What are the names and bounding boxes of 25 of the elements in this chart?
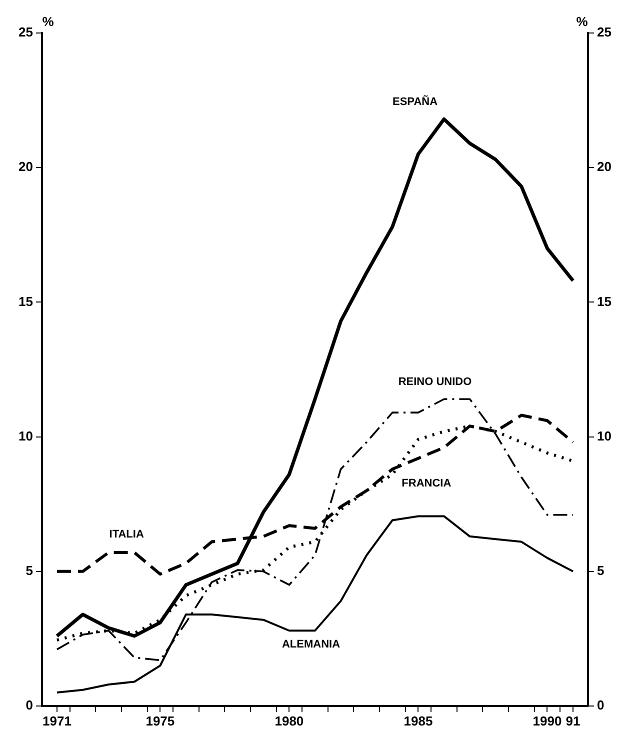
x-tick-label: 91 bbox=[566, 713, 580, 728]
y2-tick-label: 5 bbox=[597, 562, 604, 578]
series-label: ESPAÑA bbox=[392, 95, 438, 108]
y2-tick-label: 0 bbox=[597, 698, 604, 713]
series-label: FRANCIA bbox=[402, 478, 452, 490]
y-tick-label: 20 bbox=[18, 159, 33, 174]
series-label: ITALIA bbox=[109, 528, 144, 541]
y2-tick-label: 10 bbox=[597, 428, 612, 444]
x-tick-label: 1971 bbox=[42, 713, 72, 728]
y2-tick-label: 25 bbox=[597, 24, 612, 40]
y-tick-label: 15 bbox=[18, 294, 33, 309]
x-tick-label: 1980 bbox=[274, 713, 304, 728]
y2-tick-label: 15 bbox=[597, 294, 612, 309]
x-tick-label: 1990 bbox=[532, 713, 562, 728]
series-label: REINO UNIDO bbox=[398, 376, 472, 388]
y2-tick-label: 20 bbox=[597, 159, 612, 174]
y-tick-label: 10 bbox=[18, 428, 33, 444]
x-tick-label: 1985 bbox=[404, 713, 433, 728]
y-tick-label: 5 bbox=[26, 562, 33, 578]
y2-axis-title: % bbox=[576, 14, 588, 30]
y-tick-label: 25 bbox=[18, 24, 33, 40]
y-axis-title: % bbox=[42, 14, 54, 30]
y-tick-label: 0 bbox=[26, 698, 33, 713]
series-label: ALEMANIA bbox=[282, 638, 340, 651]
x-tick-label: 1975 bbox=[146, 713, 175, 728]
